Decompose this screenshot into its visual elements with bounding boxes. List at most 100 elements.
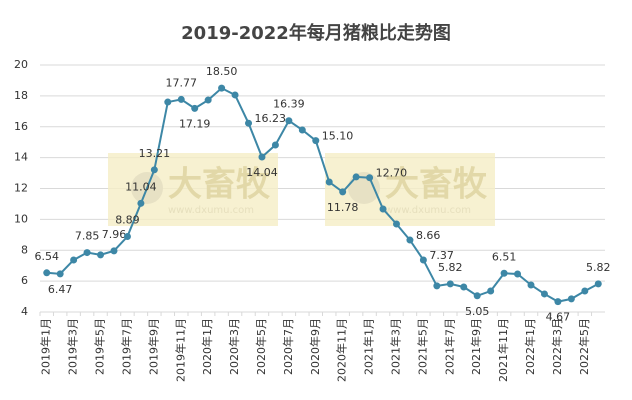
data-label: 7.37 <box>429 249 454 262</box>
data-label: 8.89 <box>115 214 140 227</box>
point <box>500 269 508 277</box>
data-label: 8.66 <box>416 229 441 242</box>
point <box>433 282 441 290</box>
x-tick-label: 2019年5月 <box>93 318 107 375</box>
data-label: 6.54 <box>34 250 59 263</box>
point <box>581 287 589 295</box>
data-label: 5.82 <box>438 261 463 274</box>
y-tick-label: 12 <box>14 182 28 195</box>
point <box>594 280 602 288</box>
point <box>150 166 158 174</box>
watermark-url: www.dxumu.com <box>168 205 254 216</box>
point <box>231 91 239 99</box>
point <box>285 117 293 125</box>
data-label: 6.51 <box>492 250 517 263</box>
y-tick-label: 4 <box>21 305 28 318</box>
data-label: 7.85 <box>75 230 100 243</box>
point <box>245 119 253 127</box>
point <box>218 84 226 92</box>
x-tick-label: 2021年11月 <box>496 318 510 382</box>
x-tick-label: 2020年7月 <box>281 318 295 375</box>
watermark-brand: 大畜牧 <box>168 165 271 205</box>
point <box>339 188 347 196</box>
point <box>298 126 306 134</box>
point <box>325 178 333 186</box>
data-label: 11.78 <box>327 201 359 214</box>
data-label: 15.10 <box>322 130 354 143</box>
x-tick-label: 2021年1月 <box>362 318 376 375</box>
point <box>177 95 185 103</box>
x-tick-label: 2022年3月 <box>550 318 564 375</box>
point <box>137 199 145 207</box>
point <box>487 287 495 295</box>
x-tick-label: 2019年9月 <box>146 318 160 375</box>
y-tick-label: 20 <box>14 58 28 71</box>
point <box>70 256 78 264</box>
data-label: 12.70 <box>376 167 408 180</box>
data-label: 18.50 <box>206 65 238 78</box>
y-tick-label: 18 <box>14 89 28 102</box>
point <box>379 205 387 213</box>
point <box>406 236 414 244</box>
point <box>83 249 91 257</box>
point <box>366 174 374 182</box>
x-tick-label: 2021年3月 <box>388 318 402 375</box>
point <box>191 104 199 112</box>
x-tick-label: 2021年9月 <box>469 318 483 375</box>
data-label: 13.21 <box>139 147 171 160</box>
data-label: 14.04 <box>246 166 278 179</box>
x-tick-label: 2019年3月 <box>66 318 80 375</box>
data-label: 11.04 <box>125 180 157 193</box>
point <box>204 96 212 104</box>
x-tick-label: 2020年11月 <box>335 318 349 382</box>
point <box>419 256 427 264</box>
point <box>460 283 468 291</box>
y-tick-label: 6 <box>21 274 28 287</box>
data-label: 4.67 <box>546 311 571 324</box>
watermark-url: www.dxumu.com <box>385 205 471 216</box>
data-label: 6.47 <box>48 283 73 296</box>
point <box>352 173 360 181</box>
point <box>312 137 320 145</box>
x-tick-label: 2019年1月 <box>39 318 53 375</box>
x-tick-label: 2019年7月 <box>119 318 133 375</box>
y-tick-label: 10 <box>14 212 28 225</box>
x-tick-label: 2020年5月 <box>254 318 268 375</box>
point <box>43 269 51 277</box>
data-label: 16.23 <box>255 112 287 125</box>
x-tick-label: 2020年3月 <box>227 318 241 375</box>
point <box>392 220 400 228</box>
x-tick-label: 2020年9月 <box>308 318 322 375</box>
point <box>271 141 279 149</box>
point <box>258 153 266 161</box>
y-tick-label: 14 <box>14 151 28 164</box>
x-tick-label: 2020年1月 <box>200 318 214 375</box>
x-tick-label: 2022年5月 <box>577 318 591 375</box>
point <box>123 233 131 241</box>
y-tick-label: 16 <box>14 120 28 133</box>
point <box>473 292 481 300</box>
point <box>110 247 118 255</box>
data-label: 5.82 <box>586 261 611 274</box>
data-label: 5.05 <box>465 305 490 318</box>
point <box>540 290 548 298</box>
x-tick-label: 2019年11月 <box>173 318 187 382</box>
point <box>514 270 522 278</box>
watermark-brand: 大畜牧 <box>385 165 488 205</box>
chart-title: 2019-2022年每月猪粮比走势图 <box>181 22 451 44</box>
point <box>97 251 105 259</box>
data-label: 16.39 <box>273 98 305 111</box>
point <box>446 280 454 288</box>
x-tick-label: 2021年7月 <box>442 318 456 375</box>
x-tick-label: 2022年1月 <box>523 318 537 375</box>
point <box>554 298 562 306</box>
y-tick-label: 8 <box>21 243 28 256</box>
point <box>56 270 64 278</box>
point <box>567 295 575 303</box>
x-tick-label: 2021年5月 <box>415 318 429 375</box>
point <box>527 281 535 289</box>
data-label: 7.96 <box>102 228 127 241</box>
data-label: 17.77 <box>166 76 198 89</box>
